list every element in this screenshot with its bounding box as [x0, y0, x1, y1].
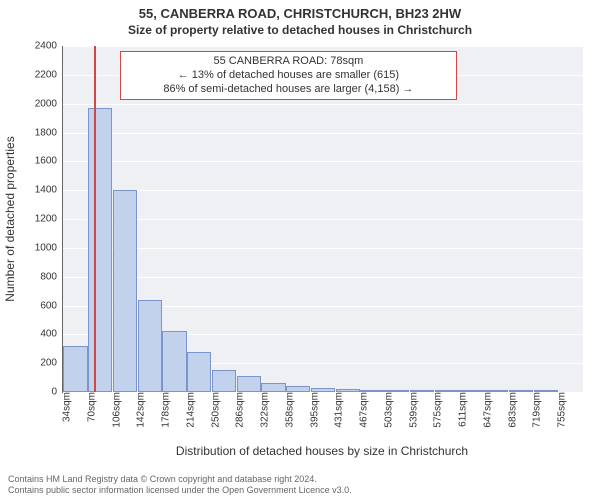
gridline	[63, 104, 583, 105]
gridline	[63, 219, 583, 220]
annotation-box: 55 CANBERRA ROAD: 78sqm← 13% of detached…	[120, 51, 456, 100]
y-axis-label: Number of detached properties	[3, 136, 17, 301]
y-tick-label: 1400	[35, 185, 63, 196]
x-tick-label: 719sqm	[528, 392, 543, 428]
x-axis-label: Distribution of detached houses by size …	[62, 444, 582, 458]
gridline	[63, 46, 583, 47]
property-marker-line	[94, 46, 96, 392]
x-tick-label: 142sqm	[132, 392, 147, 428]
y-tick-label: 200	[40, 358, 63, 369]
histogram-bar	[484, 390, 508, 392]
histogram-bar	[385, 390, 409, 392]
y-tick-label: 2400	[35, 41, 63, 52]
y-tick-label: 800	[40, 271, 63, 282]
histogram-bar	[187, 352, 211, 392]
histogram-bar	[534, 390, 558, 392]
plot-area: 0200400600800100012001400160018002000220…	[62, 46, 583, 393]
y-tick-label: 400	[40, 329, 63, 340]
histogram-bar	[212, 370, 236, 392]
histogram-bar	[435, 390, 459, 392]
x-tick-label: 250sqm	[206, 392, 221, 428]
annotation-line: 55 CANBERRA ROAD: 78sqm	[127, 55, 449, 69]
x-tick-label: 683sqm	[503, 392, 518, 428]
histogram-bar	[459, 390, 483, 392]
x-tick-label: 358sqm	[280, 392, 295, 428]
x-tick-label: 395sqm	[305, 392, 320, 428]
chart-container: 55, CANBERRA ROAD, CHRISTCHURCH, BH23 2H…	[0, 0, 600, 500]
annotation-line: 86% of semi-detached houses are larger (…	[127, 83, 449, 97]
gridline	[63, 161, 583, 162]
footnote-line-1: Contains HM Land Registry data © Crown c…	[8, 474, 352, 485]
chart-title-main: 55, CANBERRA ROAD, CHRISTCHURCH, BH23 2H…	[0, 0, 600, 21]
histogram-bar	[360, 390, 384, 392]
x-tick-label: 539sqm	[404, 392, 419, 428]
y-tick-label: 600	[40, 300, 63, 311]
gridline	[63, 133, 583, 134]
histogram-bar	[88, 108, 112, 392]
x-tick-label: 178sqm	[157, 392, 172, 428]
x-tick-label: 467sqm	[355, 392, 370, 428]
x-tick-label: 34sqm	[58, 392, 73, 422]
histogram-bar	[113, 190, 137, 392]
histogram-bar	[237, 376, 261, 392]
x-tick-label: 286sqm	[231, 392, 246, 428]
footnote-line-2: Contains public sector information licen…	[8, 485, 352, 496]
x-tick-label: 503sqm	[379, 392, 394, 428]
x-tick-label: 575sqm	[429, 392, 444, 428]
x-tick-label: 431sqm	[330, 392, 345, 428]
x-tick-label: 214sqm	[181, 392, 196, 428]
histogram-bar	[162, 331, 186, 392]
histogram-bar	[261, 383, 285, 392]
x-tick-label: 647sqm	[478, 392, 493, 428]
y-tick-label: 2200	[35, 69, 63, 80]
histogram-bar	[311, 388, 335, 392]
x-tick-label: 755sqm	[553, 392, 568, 428]
histogram-bar	[286, 386, 310, 392]
y-tick-label: 1600	[35, 156, 63, 167]
x-tick-label: 611sqm	[454, 392, 469, 427]
annotation-line: ← 13% of detached houses are smaller (61…	[127, 69, 449, 83]
chart-title-sub: Size of property relative to detached ho…	[0, 21, 600, 37]
gridline	[63, 277, 583, 278]
histogram-bar	[138, 300, 162, 392]
histogram-bar	[509, 390, 533, 392]
histogram-bar	[63, 346, 87, 392]
y-tick-label: 1000	[35, 242, 63, 253]
x-tick-label: 70sqm	[82, 392, 97, 422]
x-tick-label: 322sqm	[256, 392, 271, 428]
gridline	[63, 190, 583, 191]
x-tick-label: 106sqm	[107, 392, 122, 428]
histogram-bar	[336, 389, 360, 392]
y-tick-label: 2000	[35, 98, 63, 109]
histogram-bar	[410, 390, 434, 392]
y-tick-label: 1200	[35, 214, 63, 225]
footnote: Contains HM Land Registry data © Crown c…	[8, 474, 352, 496]
gridline	[63, 248, 583, 249]
y-tick-label: 1800	[35, 127, 63, 138]
